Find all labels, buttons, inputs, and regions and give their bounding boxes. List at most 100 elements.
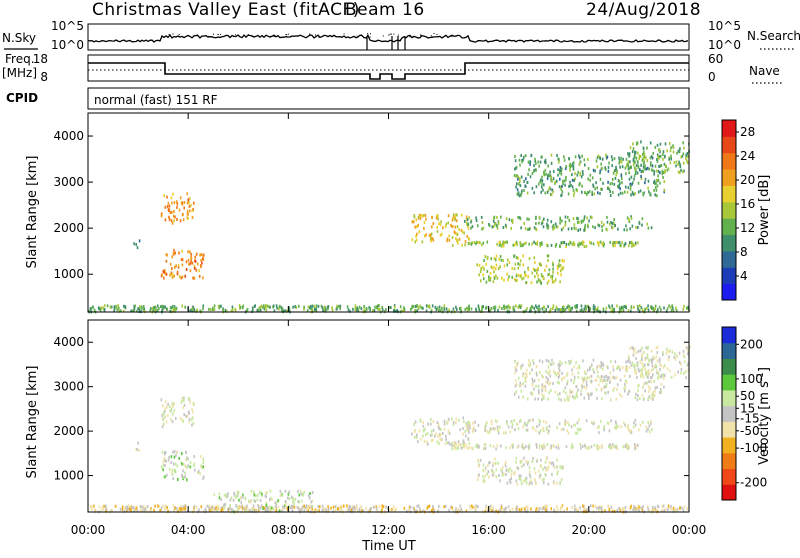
- echo-cell: [526, 397, 529, 401]
- echo-cell: [500, 468, 502, 472]
- echo-cell: [549, 187, 552, 191]
- echo-cell: [315, 304, 318, 308]
- echo-cell: [546, 426, 548, 430]
- echo-cell: [682, 152, 685, 156]
- echo-cell: [600, 187, 602, 191]
- echo-cell: [625, 305, 627, 309]
- echo-cell: [106, 304, 109, 308]
- colorbar-swatch: [722, 389, 736, 407]
- echo-cell: [679, 165, 682, 169]
- echo-cell: [552, 177, 555, 181]
- echo-cell: [474, 420, 476, 424]
- echo-cell: [252, 504, 255, 508]
- echo-cell: [506, 258, 509, 262]
- echo-cell: [638, 509, 640, 513]
- echo-cell: [478, 473, 480, 477]
- echo-cell: [327, 505, 329, 509]
- echo-cell: [569, 180, 571, 184]
- echo-cell: [451, 447, 453, 451]
- echo-cell: [675, 160, 678, 164]
- echo-cell: [557, 271, 559, 275]
- noise-trace: [87, 33, 689, 50]
- echo-cell: [608, 508, 611, 512]
- echo-cell: [555, 445, 558, 449]
- echo-cell: [331, 308, 334, 312]
- echo-cell: [419, 507, 421, 511]
- echo-cell: [657, 178, 660, 182]
- echo-cell: [457, 446, 460, 450]
- echo-cell: [680, 155, 682, 159]
- echo-cell: [616, 367, 618, 371]
- echo-cell: [446, 239, 448, 243]
- echo-cell: [339, 307, 341, 311]
- echo-cell: [466, 224, 469, 228]
- echo-cell: [685, 156, 687, 160]
- echo-cell: [188, 396, 190, 400]
- echo-cell: [416, 304, 418, 308]
- echo-cell: [614, 176, 617, 180]
- echo-cell: [593, 421, 595, 425]
- echo-cell: [643, 397, 645, 401]
- echo-cell: [165, 459, 167, 463]
- echo-cell: [160, 508, 163, 512]
- echo-cell: [527, 172, 529, 176]
- echo-cell: [253, 490, 255, 494]
- echo-cell: [166, 195, 168, 199]
- echo-cell: [655, 363, 657, 367]
- echo-cell: [521, 374, 524, 378]
- echo-cell: [541, 185, 543, 189]
- echo-cell: [615, 445, 617, 449]
- echo-cell: [522, 263, 524, 267]
- echo-cell: [172, 462, 175, 466]
- echo-cell: [556, 426, 558, 430]
- echo-cell: [300, 492, 303, 496]
- echo-cell: [539, 160, 542, 164]
- echo-cell: [302, 492, 304, 496]
- echo-cell: [640, 368, 642, 372]
- echo-cell: [174, 468, 176, 472]
- echo-cell: [306, 309, 309, 313]
- echo-cell: [654, 182, 656, 185]
- echo-cell: [267, 509, 269, 513]
- echo-cell: [200, 465, 203, 469]
- echo-cell: [102, 507, 104, 510]
- echo-cell: [552, 227, 554, 231]
- echo-cell: [536, 425, 538, 428]
- echo-cell: [242, 493, 244, 497]
- echo-cell: [541, 478, 544, 482]
- echo-cell: [573, 365, 575, 369]
- echo-cell: [211, 505, 214, 509]
- echo-cell: [673, 160, 676, 164]
- echo-cell: [323, 308, 325, 312]
- echo-cell: [553, 444, 555, 448]
- echo-cell: [637, 367, 640, 371]
- echo-cell: [654, 164, 657, 168]
- echo-cell: [600, 419, 602, 423]
- echo-cell: [421, 214, 424, 218]
- echo-cell: [572, 164, 575, 168]
- echo-cell: [672, 509, 675, 513]
- echo-cell: [561, 466, 563, 470]
- echo-cell: [452, 421, 455, 425]
- echo-cell: [595, 181, 597, 185]
- echo-cell: [528, 227, 531, 231]
- echo-cell: [194, 255, 196, 259]
- echo-cell: [277, 505, 280, 509]
- echo-cell: [160, 214, 163, 218]
- echo-cell: [163, 457, 166, 460]
- echo-cell: [535, 384, 537, 388]
- echo-cell: [592, 368, 594, 372]
- echo-cell: [251, 509, 253, 513]
- nave-tick-high: 60: [708, 52, 723, 66]
- echo-cell: [557, 446, 560, 450]
- echo-cell: [498, 257, 500, 261]
- echo-cell: [609, 190, 611, 193]
- echo-cell: [503, 472, 505, 476]
- echo-cell: [678, 351, 681, 355]
- echo-cell: [428, 233, 431, 237]
- echo-cell: [356, 308, 358, 312]
- colorbar-tick-label: 15: [740, 401, 755, 415]
- echo-cell: [527, 275, 529, 279]
- echo-cell: [663, 180, 666, 184]
- echo-cell: [624, 444, 627, 448]
